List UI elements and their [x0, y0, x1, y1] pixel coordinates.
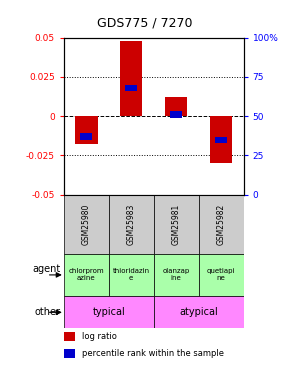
Text: agent: agent [32, 264, 60, 274]
Bar [165, 97, 187, 116]
Text: GSM25982: GSM25982 [217, 204, 226, 245]
Text: GSM25981: GSM25981 [172, 204, 181, 245]
Text: olanzap
ine: olanzap ine [163, 268, 190, 281]
Bar [199, 254, 244, 296]
Bar [215, 136, 227, 143]
Bar [64, 254, 109, 296]
Bar [64, 195, 109, 254]
Bar [154, 195, 199, 254]
Text: GSM25980: GSM25980 [82, 204, 91, 245]
Text: other: other [34, 308, 60, 317]
Text: GSM25983: GSM25983 [127, 204, 136, 245]
Bar [109, 254, 154, 296]
Bar [210, 116, 232, 163]
Bar [154, 296, 244, 328]
Text: GDS775 / 7270: GDS775 / 7270 [97, 17, 193, 30]
Bar [109, 195, 154, 254]
Bar [75, 116, 97, 144]
Text: typical: typical [93, 308, 125, 317]
Text: thioridazin
e: thioridazin e [113, 268, 150, 281]
Bar [120, 40, 142, 116]
Bar [170, 111, 182, 118]
Bar [80, 134, 93, 140]
Bar [64, 348, 75, 358]
Bar [199, 195, 244, 254]
Text: chlorprom
azine: chlorprom azine [68, 268, 104, 281]
Bar [64, 332, 75, 341]
Text: percentile rank within the sample: percentile rank within the sample [82, 349, 224, 358]
Bar [154, 254, 199, 296]
Text: quetiapi
ne: quetiapi ne [207, 268, 235, 281]
Bar [125, 85, 137, 91]
Text: atypical: atypical [179, 308, 218, 317]
Bar [64, 296, 154, 328]
Text: log ratio: log ratio [82, 332, 117, 340]
